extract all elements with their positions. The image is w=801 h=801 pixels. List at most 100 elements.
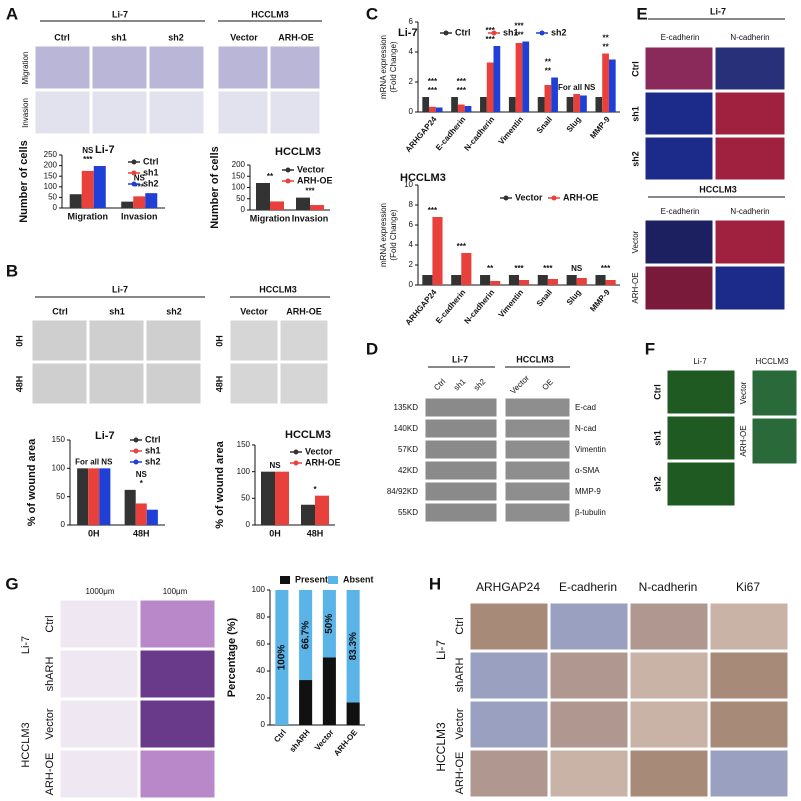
x-tick-label: Ctrl [272, 728, 288, 744]
x-tick-label: Invasion [121, 211, 158, 221]
row-label: Ctrl [630, 61, 640, 77]
column-label: sh2 [472, 377, 488, 393]
legend-marker [285, 167, 291, 173]
annotation: *** [485, 35, 495, 44]
row-label: Ctrl [454, 617, 466, 634]
bar [275, 471, 289, 525]
annotation: *** [514, 264, 524, 273]
x-tick-label: Slug [565, 288, 583, 307]
row-label: shARH [454, 658, 466, 693]
image [709, 651, 789, 700]
bar [464, 106, 472, 112]
panel-label: G [5, 574, 18, 593]
column-label: N-cadherin [730, 33, 769, 42]
row-label: Ctrl [44, 615, 56, 632]
column-label: OE [540, 377, 555, 392]
bar [124, 489, 136, 525]
bar [608, 59, 616, 112]
bar [88, 468, 100, 525]
bar [296, 197, 310, 210]
chart-title: Li-7 [398, 27, 418, 39]
bar [508, 275, 519, 285]
image [666, 415, 736, 461]
annotation: ** [545, 58, 552, 67]
value-label: 50% [324, 614, 335, 634]
image [549, 700, 629, 749]
chart-title: HCCLM3 [285, 429, 331, 441]
column-label: Ki67 [736, 580, 760, 594]
legend-marker [131, 170, 137, 176]
annotation: *** [543, 264, 553, 273]
image [34, 45, 91, 90]
bar [451, 275, 462, 285]
image [279, 319, 329, 362]
value-label: 100% [277, 645, 288, 671]
bar [551, 77, 558, 112]
image [139, 649, 216, 699]
legend-marker [539, 30, 545, 36]
x-tick-label: Invasion [292, 213, 329, 223]
bar [580, 95, 587, 112]
bar [299, 590, 313, 681]
column-label: N-cadherin [639, 580, 698, 594]
legend-label: ARH-OE [297, 175, 333, 185]
y-tick-label: 6 [409, 17, 414, 26]
column-label: Vector [509, 373, 532, 396]
y-tick-label: 150 [232, 171, 246, 180]
legend-label: Vector [297, 164, 325, 174]
panel-label: H [429, 574, 441, 593]
image [549, 602, 629, 651]
legend-label: Ctrl [143, 156, 159, 166]
panel-label: F [645, 339, 655, 358]
legend-label: sh1 [143, 167, 159, 177]
annotation: *** [457, 86, 467, 95]
y-tick-label: 80 [256, 612, 265, 621]
image [644, 265, 714, 311]
y-tick-label: 200 [44, 161, 58, 170]
chart-title: Li-7 [95, 144, 115, 156]
y-tick-label: 200 [232, 160, 246, 169]
x-tick-label: N-cadherin [463, 115, 497, 153]
x-tick-label: N-cadherin [463, 288, 497, 326]
annotation: *** [485, 26, 495, 35]
legend-label: ARH-OE [305, 457, 341, 467]
image [469, 749, 549, 798]
y-tick-label: 50 [236, 194, 245, 203]
chart-title: Li-7 [95, 430, 115, 442]
column-label: sh2 [168, 32, 184, 42]
scale-label: 100μm [163, 587, 188, 596]
bar [77, 468, 89, 525]
bar [605, 280, 616, 285]
bar [145, 193, 158, 208]
y-axis-label: Number of cells [18, 140, 30, 223]
bar [595, 275, 606, 285]
annotation: *** [428, 86, 438, 95]
y-axis-label: (Fold Change) [389, 209, 398, 260]
y-tick-label: 2 [409, 260, 414, 269]
image [644, 46, 714, 91]
bar [547, 279, 558, 285]
image [469, 700, 549, 749]
x-tick-label: Snail [535, 115, 554, 135]
legend-marker [443, 30, 449, 36]
row-label: Vector [44, 708, 56, 740]
blot [504, 418, 571, 439]
annotation: * [313, 485, 317, 494]
legend-label: Vector [305, 446, 333, 456]
x-tick-label: 48H [133, 528, 150, 538]
bar [519, 280, 530, 285]
bar [457, 104, 465, 112]
y-tick-label: 50 [241, 493, 250, 502]
image [644, 136, 714, 181]
y-tick-label: 0 [241, 205, 246, 214]
blot [504, 460, 571, 481]
blot [424, 502, 498, 523]
bar [81, 170, 94, 208]
image [217, 45, 269, 90]
annotation: ** [267, 172, 274, 181]
bar [566, 97, 574, 112]
bar [315, 495, 329, 525]
x-tick-label: ARHGAP24 [404, 114, 439, 154]
y-axis-label: % of wound area [26, 438, 38, 526]
column-label: Ctrl [52, 306, 68, 316]
